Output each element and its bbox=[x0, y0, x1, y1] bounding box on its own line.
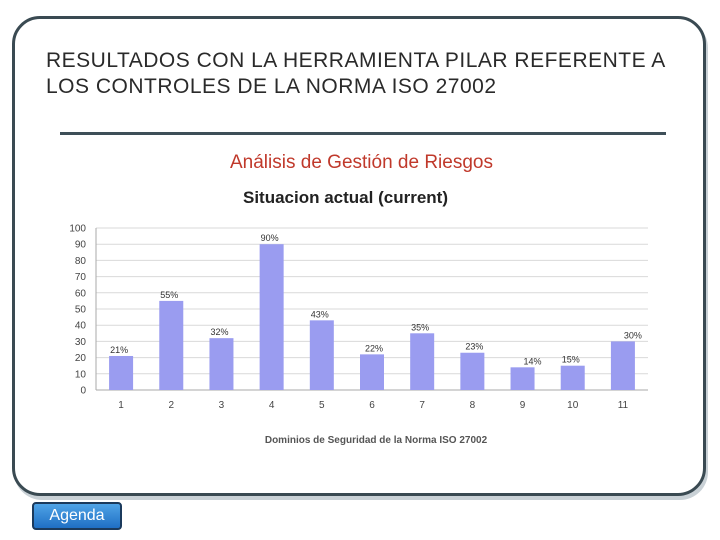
x-axis-label: Dominios de Seguridad de la Norma ISO 27… bbox=[265, 435, 488, 446]
slide-frame bbox=[12, 16, 706, 496]
bar-8 bbox=[460, 352, 485, 390]
bar-11 bbox=[610, 341, 635, 390]
y-tick-label: 30 bbox=[75, 337, 87, 348]
data-label: 21% bbox=[110, 345, 128, 355]
data-label: 32% bbox=[210, 327, 228, 337]
data-label: 22% bbox=[365, 343, 383, 353]
y-tick-label: 90 bbox=[75, 240, 87, 251]
x-tick-label: 6 bbox=[369, 400, 375, 411]
bar-9 bbox=[510, 367, 535, 390]
bar-2 bbox=[159, 300, 184, 390]
y-tick-label: 60 bbox=[75, 288, 87, 299]
x-tick-label: 5 bbox=[319, 400, 325, 411]
title-underline bbox=[60, 132, 666, 135]
bar-5 bbox=[309, 320, 334, 390]
x-tick-label: 4 bbox=[269, 400, 275, 411]
chart-title: Análisis de Gestión de Riesgos bbox=[230, 152, 493, 173]
x-tick-label: 8 bbox=[470, 400, 476, 411]
bar-10 bbox=[560, 365, 585, 390]
data-label: 14% bbox=[524, 356, 542, 366]
agenda-button[interactable]: Agenda bbox=[32, 502, 122, 530]
data-label: 23% bbox=[465, 342, 483, 352]
x-tick-label: 9 bbox=[520, 400, 526, 411]
x-tick-label: 10 bbox=[567, 400, 579, 411]
data-label: 30% bbox=[624, 330, 642, 340]
bar-6 bbox=[360, 354, 384, 390]
data-label: 15% bbox=[562, 355, 580, 365]
y-tick-label: 50 bbox=[75, 305, 87, 316]
bar-4 bbox=[259, 244, 284, 390]
bar-7 bbox=[410, 333, 435, 390]
chart-subtitle: Situacion actual (current) bbox=[243, 188, 448, 207]
y-tick-label: 80 bbox=[75, 256, 87, 267]
x-tick-label: 7 bbox=[419, 400, 425, 411]
y-tick-label: 40 bbox=[75, 321, 87, 332]
y-tick-label: 20 bbox=[75, 353, 87, 364]
y-tick-label: 10 bbox=[75, 369, 87, 380]
slide-title: RESULTADOS CON LA HERRAMIENTA PILAR REFE… bbox=[46, 49, 665, 98]
x-tick-label: 2 bbox=[168, 400, 174, 411]
data-label: 90% bbox=[261, 233, 279, 243]
data-label: 35% bbox=[411, 322, 429, 332]
y-tick-label: 0 bbox=[80, 386, 86, 397]
x-tick-label: 11 bbox=[618, 400, 629, 411]
x-tick-label: 1 bbox=[118, 400, 124, 411]
bar-1 bbox=[109, 355, 134, 390]
data-label: 55% bbox=[160, 290, 178, 300]
y-tick-label: 70 bbox=[75, 272, 87, 283]
x-tick-label: 3 bbox=[219, 400, 225, 411]
y-tick-label: 100 bbox=[69, 224, 86, 235]
data-label: 43% bbox=[311, 309, 329, 319]
bar-3 bbox=[209, 338, 234, 390]
